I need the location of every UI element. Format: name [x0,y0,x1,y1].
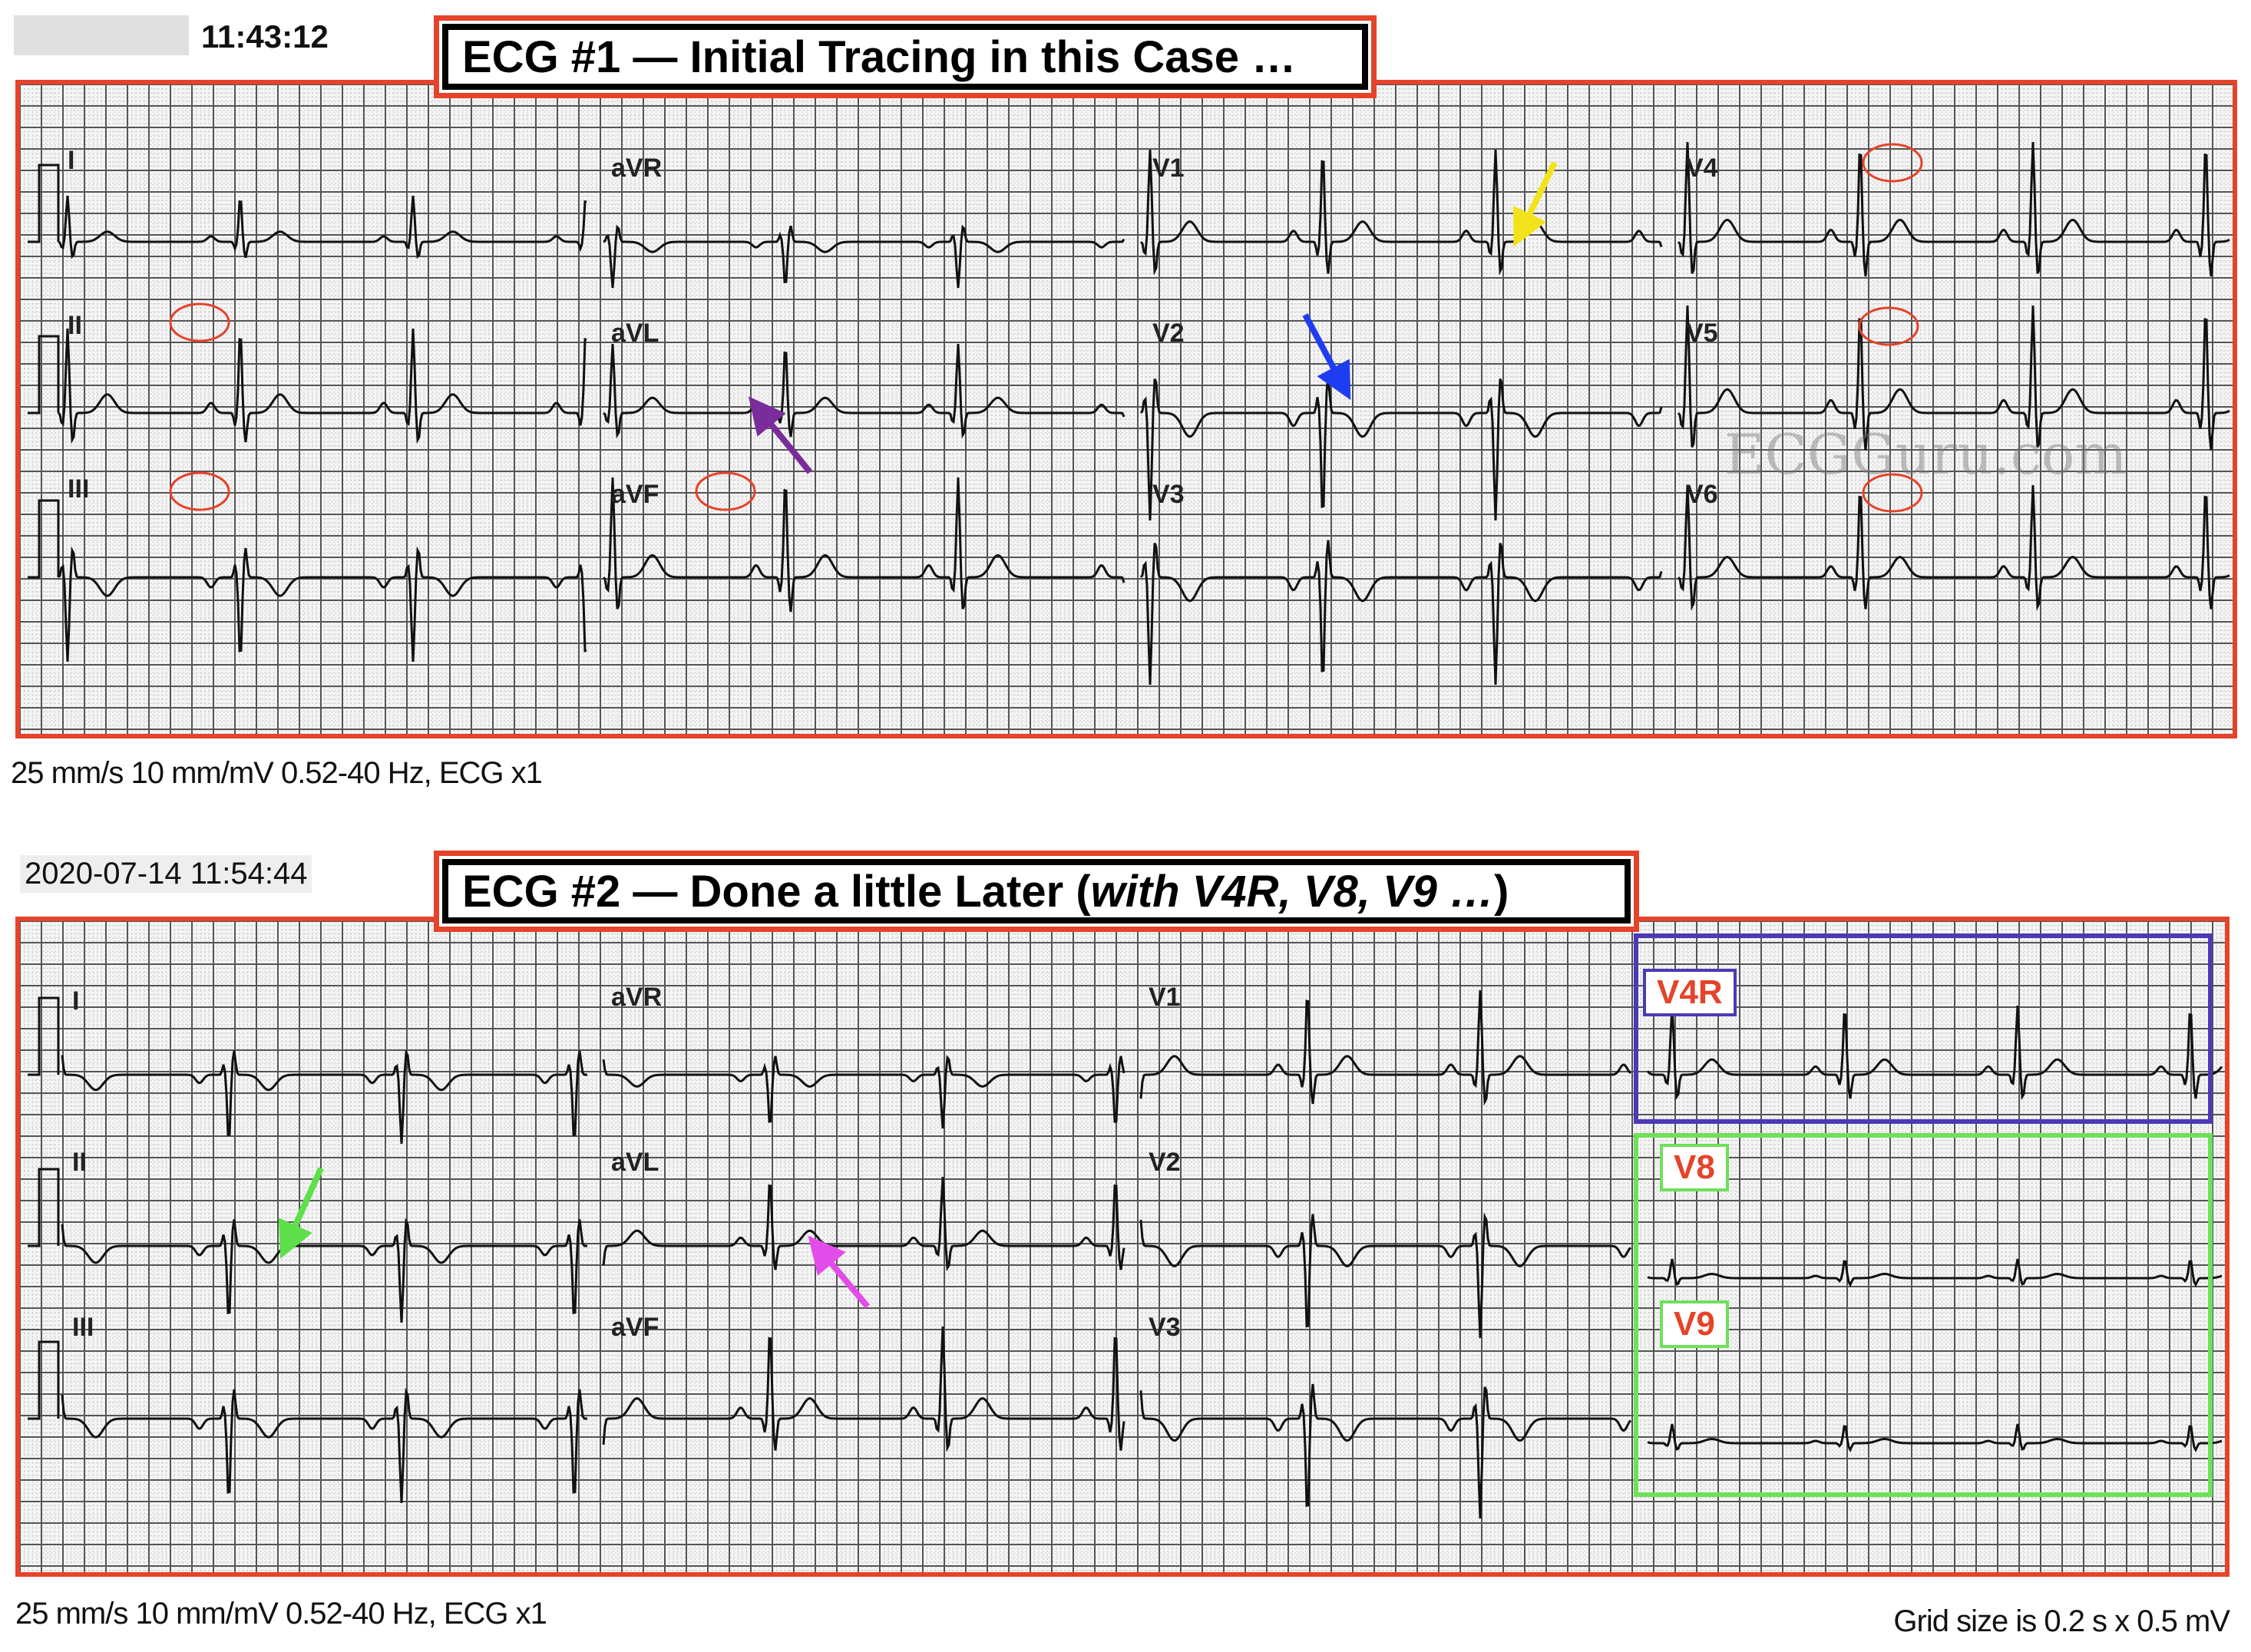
calibration-pulse [28,499,60,579]
ecg2-timestamp: 2020-07-14 11:54:44 [20,855,312,893]
lead-label-III: III [68,474,90,504]
ecg-trace [1677,306,2230,451]
lead-label-V5: V5 [1686,319,1718,348]
ecg1-tracing: I II III aVR aVL aVF V1 V2 V3 V4 V5 V6 E… [15,80,2237,738]
ecg1-caption: 25 mm/s 10 mm/mV 0.52-40 Hz, ECG x1 [11,756,543,790]
ecg-trace [57,329,587,444]
calibration-pulse [28,164,60,243]
lead-label-aVF: aVF [611,1313,659,1342]
ecg-trace [57,546,587,662]
ecg-trace [1139,990,1632,1106]
lead-label-V1: V1 [1149,983,1181,1012]
lead-label-III: III [72,1313,94,1342]
lead-label-V2: V2 [1149,1148,1181,1177]
lead-label-aVR: aVR [611,983,663,1012]
lead-label-II: II [68,311,82,340]
ecg1-title: ECG #1 — Initial Tracing in this Case … [442,24,1368,90]
ecg2-caption: 25 mm/s 10 mm/mV 0.52-40 Hz, ECG x1 [15,1597,547,1631]
ecg-trace [1139,1383,1632,1518]
lead-label-I: I [72,986,80,1016]
ecg-trace [58,195,587,259]
lead-label-I: I [68,146,75,175]
lead-label-V3: V3 [1149,1313,1181,1342]
calibration-pulse [28,1168,60,1247]
grid-size-note: Grid size is 0.2 s x 0.5 mV [1893,1604,2230,1638]
v8-label: V8 [1660,1144,1729,1191]
redacted-date-box [14,15,189,55]
ecg1-title-box: ECG #1 — Initial Tracing in this Case … [434,15,1377,98]
ecg-trace [1677,142,2230,277]
ecg-trace [602,1327,1126,1452]
lead-label-V2: V2 [1152,319,1185,348]
ecg-trace [61,1387,587,1503]
ecg-trace-extra-lead [1647,1423,2223,1452]
lead-label-V3: V3 [1152,480,1185,509]
calibration-pulse [28,1340,60,1420]
ecg-trace [1139,150,1663,276]
ecg2-title-main: ECG #2 — Done a little Later ( [462,866,1091,917]
ecg-trace [602,1055,1126,1129]
ecg-trace [602,1177,1126,1272]
lead-label-V1: V1 [1152,154,1185,183]
lead-label-V4: V4 [1686,154,1718,183]
calibration-pulse [28,996,60,1076]
ecg-trace [1139,375,1663,520]
ecg2-tracing: I II III aVR aVL aVF V1 V2 V3 [15,917,2230,1577]
lead-label-II: II [72,1148,87,1177]
ecg-trace [61,1049,587,1144]
ecg-grid [20,921,2225,1572]
lead-label-V6: V6 [1686,480,1718,509]
calibration-pulse [28,335,60,415]
watermark: ECGGuru.com [1724,422,2127,487]
v9-label: V9 [1660,1300,1729,1348]
ecg-trace-extra-lead [1647,1258,2223,1287]
ecg2-title: ECG #2 — Done a little Later ( with V4R,… [442,859,1631,923]
ecg2-title-box: ECG #2 — Done a little Later ( with V4R,… [434,851,1639,932]
v4r-highlight-box [1634,933,2213,1124]
ecg-trace-extra-lead [1646,1006,2223,1101]
v4r-label: V4R [1643,969,1737,1016]
ecg-trace [603,344,1126,439]
ecg1-timestamp: 11:43:12 [201,18,329,55]
ecg-trace [61,1218,587,1323]
lead-label-aVL: aVL [611,1148,659,1177]
ecg2-title-end: ) [1494,866,1509,917]
v8-v9-highlight-box [1634,1133,2213,1497]
ecg-trace [603,224,1126,289]
ecg-trace [1139,540,1663,685]
ecg-trace [602,477,1126,613]
lead-label-aVF: aVF [611,480,659,509]
ecg2-title-italic: with V4R, V8, V9 … [1090,866,1495,917]
lead-label-aVL: aVL [611,319,659,348]
lead-label-aVR: aVR [611,154,663,183]
ecg-trace [1139,1212,1632,1338]
ecg-trace [1677,485,2230,611]
ecg-grid [20,84,2233,734]
